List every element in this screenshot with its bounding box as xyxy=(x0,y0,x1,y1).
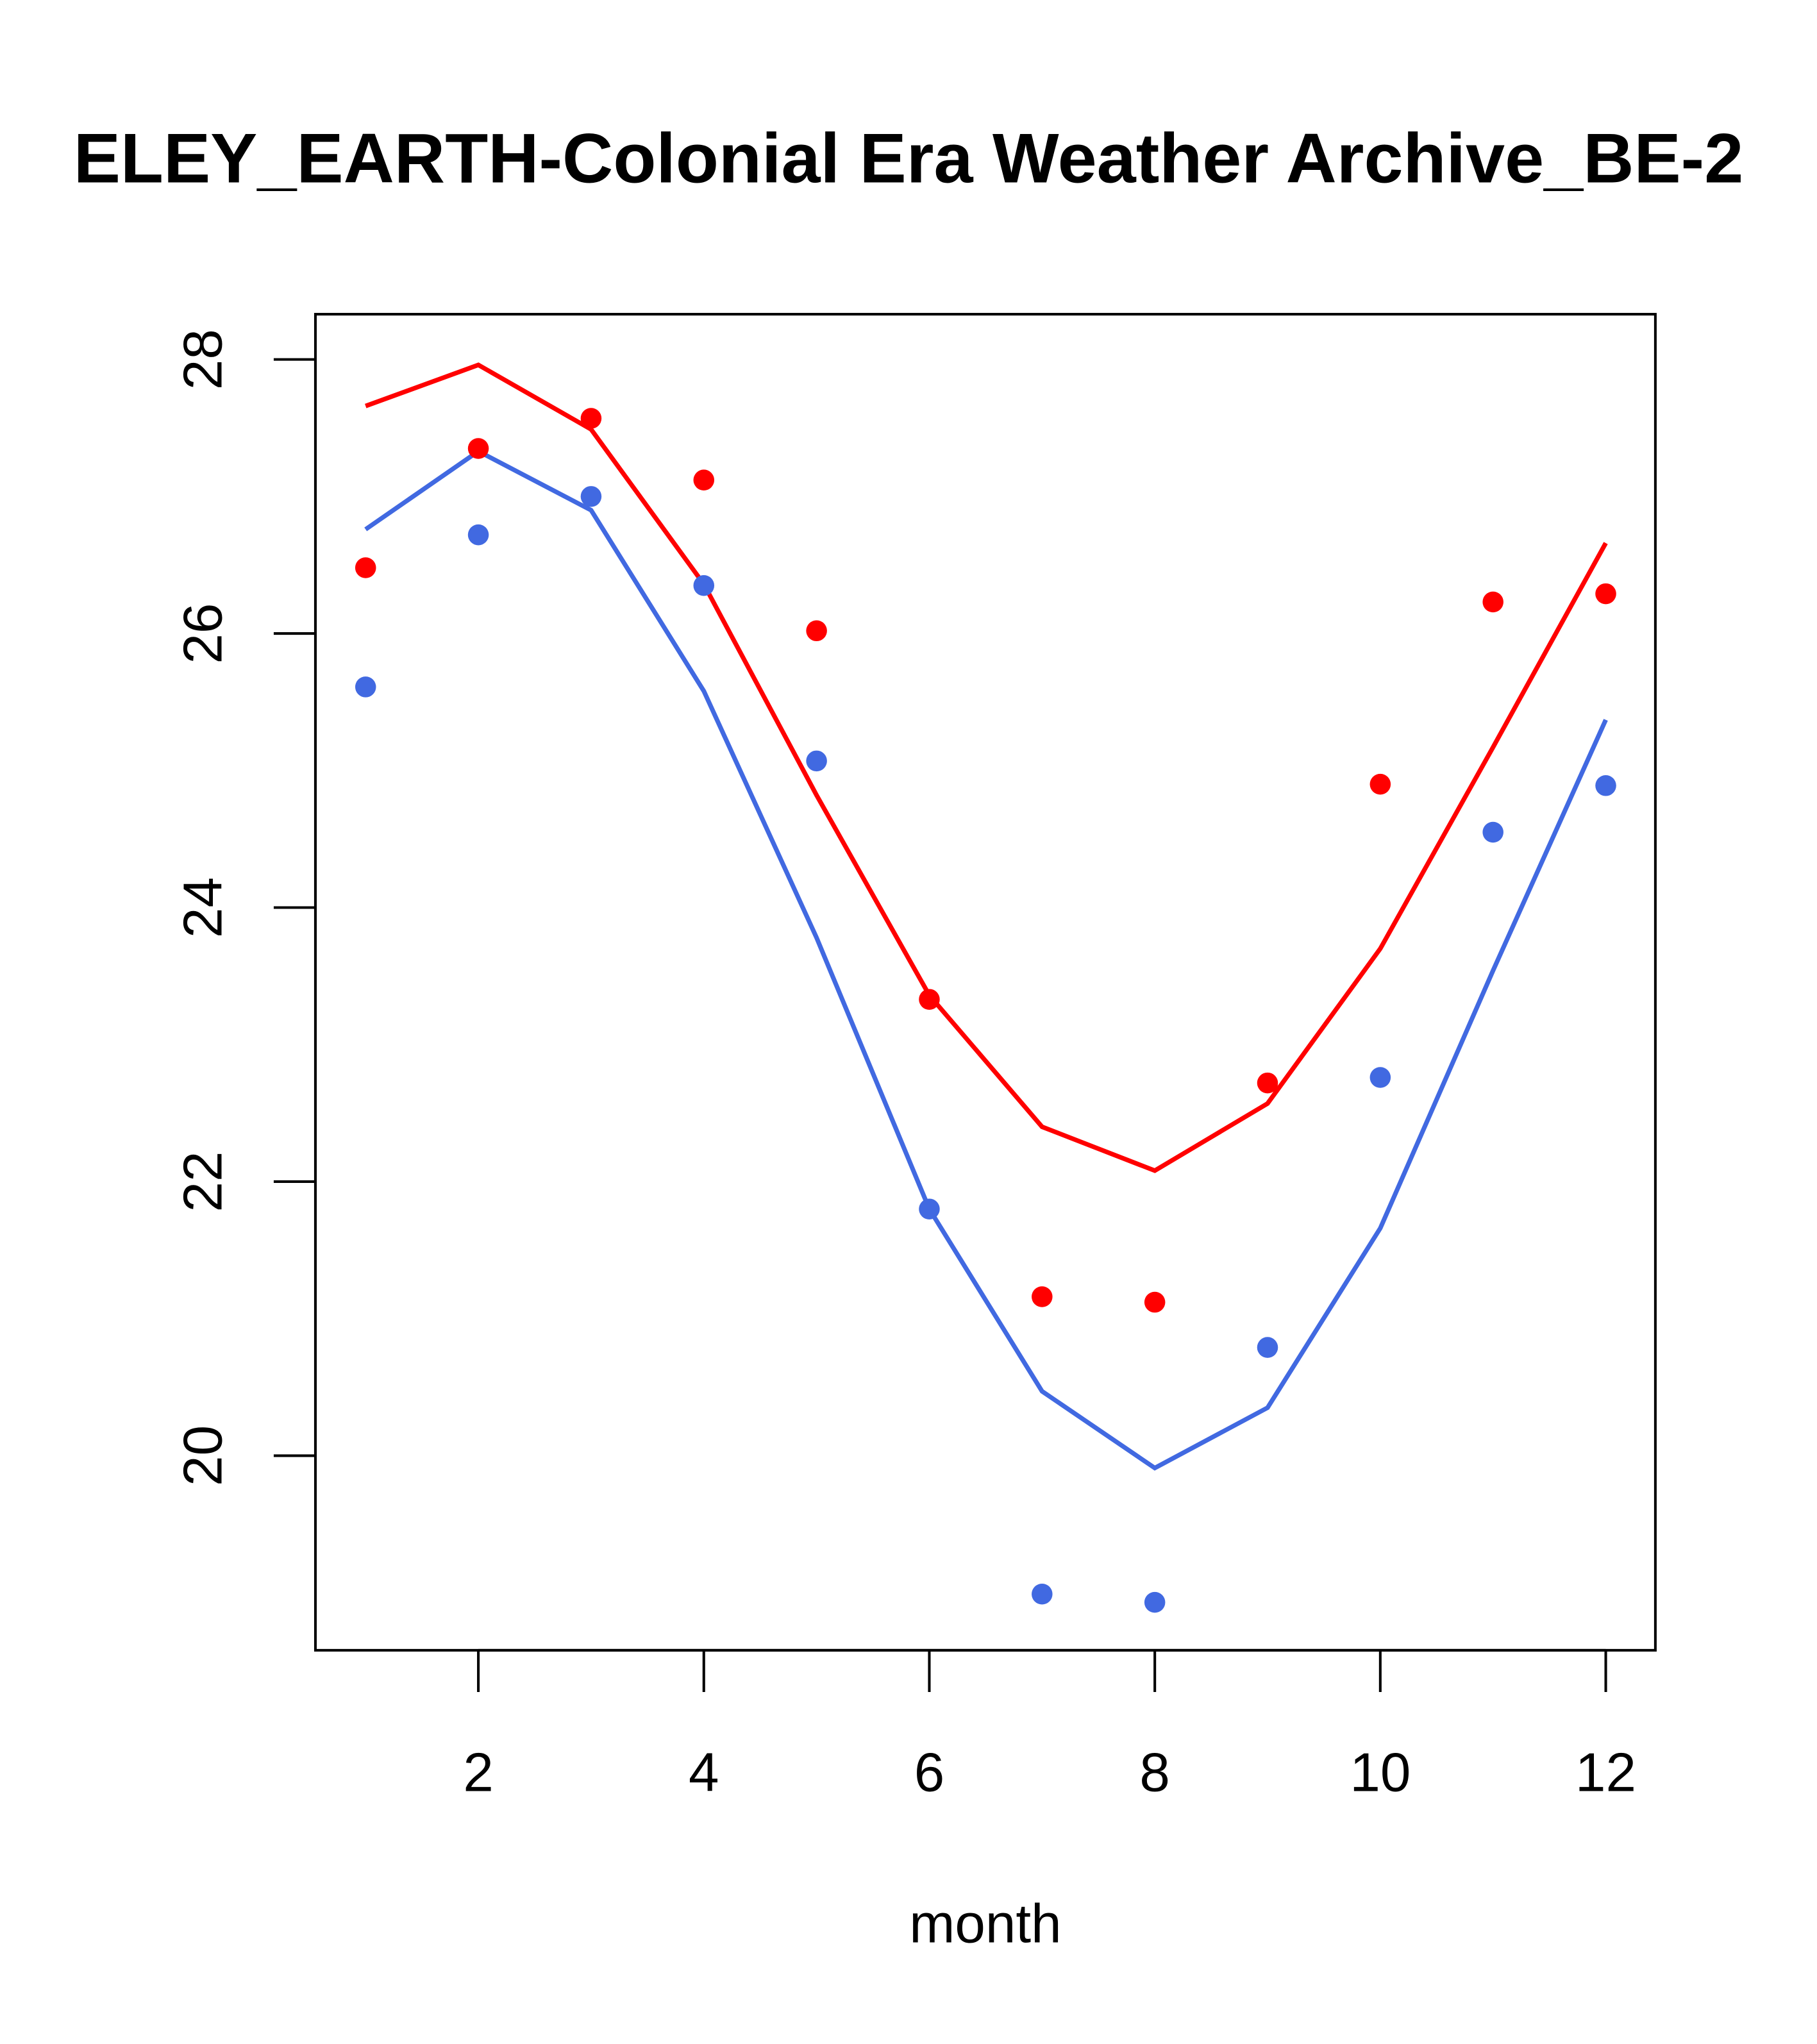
blue-line xyxy=(364,448,1608,1471)
red-points-point xyxy=(1257,1072,1278,1094)
blue-points-point xyxy=(806,750,827,772)
x-tick-label: 4 xyxy=(689,1742,719,1803)
x-axis-label: month xyxy=(909,1893,1061,1954)
y-tick-label: 22 xyxy=(173,1151,234,1212)
blue-points-point xyxy=(1369,1067,1391,1088)
chart-title: ELEY_EARTH-Colonial Era Weather Archive_… xyxy=(74,120,1744,198)
red-points-point xyxy=(580,408,602,429)
y-tick-label: 24 xyxy=(173,877,234,938)
blue-points-point xyxy=(1482,821,1503,843)
red-points-point xyxy=(1144,1291,1166,1313)
y-tick-label: 26 xyxy=(173,603,234,664)
x-tick-label: 12 xyxy=(1575,1742,1636,1803)
blue-points-point xyxy=(1257,1337,1278,1358)
blue-points-point xyxy=(580,486,602,507)
red-points-point xyxy=(467,438,489,459)
red-points-point xyxy=(1032,1286,1053,1307)
red-line xyxy=(365,362,1608,1173)
blue-points-point xyxy=(1032,1584,1053,1605)
x-tick-label: 8 xyxy=(1139,1742,1169,1803)
blue-points-point xyxy=(693,574,715,596)
blue-points-point xyxy=(1595,775,1616,796)
y-axis: 20 22 24 26 28 xyxy=(173,329,317,1486)
x-tick-label: 10 xyxy=(1350,1742,1411,1803)
x-tick-label: 6 xyxy=(914,1742,944,1803)
y-tick-label: 28 xyxy=(173,329,234,390)
red-points-point xyxy=(919,989,940,1010)
blue-points-point xyxy=(467,524,489,546)
x-axis: 2 4 6 8 10 12 xyxy=(463,1648,1636,1803)
blue-points-point xyxy=(1144,1591,1166,1613)
y-tick-label: 20 xyxy=(173,1425,234,1486)
plot-frame xyxy=(314,313,1657,1652)
red-points-point xyxy=(693,469,715,490)
series-layer xyxy=(355,362,1616,1613)
red-points-point xyxy=(806,620,827,642)
red-points-point xyxy=(1482,591,1503,613)
red-points-point xyxy=(355,557,376,578)
red-points-point xyxy=(1369,773,1391,795)
red-points-point xyxy=(1595,583,1616,605)
blue-points-point xyxy=(919,1198,940,1219)
x-tick-label: 2 xyxy=(463,1742,493,1803)
blue-points-point xyxy=(355,676,376,698)
